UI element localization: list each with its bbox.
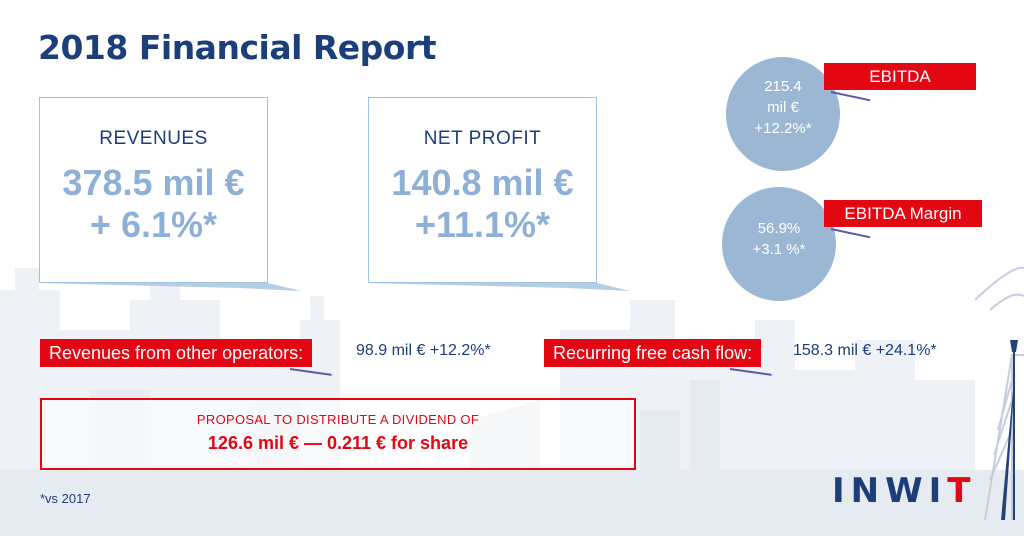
ebitda-margin-growth: +3.1 %* — [752, 241, 806, 258]
net-profit-amount: 140.8 mil € — [391, 162, 574, 203]
dividend-proposal-text: PROPOSAL TO DISTRIBUTE A DIVIDEND OF — [196, 412, 480, 427]
net-profit-card: NET PROFIT 140.8 mil € +11.1%* — [368, 97, 597, 283]
revenues-card-tail — [39, 283, 301, 291]
logo-text-accent: T — [947, 471, 977, 511]
ebitda-margin-value: 56.9% — [757, 220, 801, 237]
dividend-box: PROPOSAL TO DISTRIBUTE A DIVIDEND OF 126… — [40, 398, 636, 470]
inwit-logo: INWIT — [832, 471, 976, 511]
footnote: *vs 2017 — [40, 491, 91, 506]
ebitda-unit: mil € — [767, 99, 799, 116]
other-operators-label: Revenues from other operators: — [40, 339, 313, 367]
revenues-amount: 378.5 mil € — [62, 162, 245, 203]
revenues-value: 378.5 mil € + 6.1%* — [40, 162, 267, 246]
other-operators-value: 98.9 mil € +12.2%* — [356, 342, 491, 359]
page-title: 2018 Financial Report — [38, 28, 437, 67]
ebitda-growth: +12.2%* — [754, 120, 812, 137]
free-cash-flow-label: Recurring free cash flow: — [544, 339, 762, 367]
revenues-label: REVENUES — [99, 128, 208, 149]
ebitda-margin-circle: 56.9% +3.1 %* — [722, 187, 836, 301]
ebitda-margin-label: EBITDA Margin — [824, 200, 982, 227]
free-cash-flow-value: 158.3 mil € +24.1%* — [793, 342, 937, 359]
revenues-card: REVENUES 378.5 mil € + 6.1%* — [39, 97, 268, 283]
net-profit-value: 140.8 mil € +11.1%* — [369, 162, 596, 246]
ebitda-value: 215.4 — [764, 78, 802, 95]
revenues-growth: + 6.1%* — [89, 204, 218, 245]
logo-text-main: INWI — [832, 471, 948, 511]
net-profit-label: NET PROFIT — [423, 128, 542, 149]
net-profit-growth: +11.1%* — [414, 204, 551, 245]
ebitda-label: EBITDA — [824, 63, 976, 90]
ebitda-circle: 215.4 mil € +12.2%* — [726, 57, 840, 171]
dividend-amount: 126.6 mil € — 0.211 € for share — [207, 433, 469, 453]
net-profit-card-tail — [368, 283, 630, 291]
